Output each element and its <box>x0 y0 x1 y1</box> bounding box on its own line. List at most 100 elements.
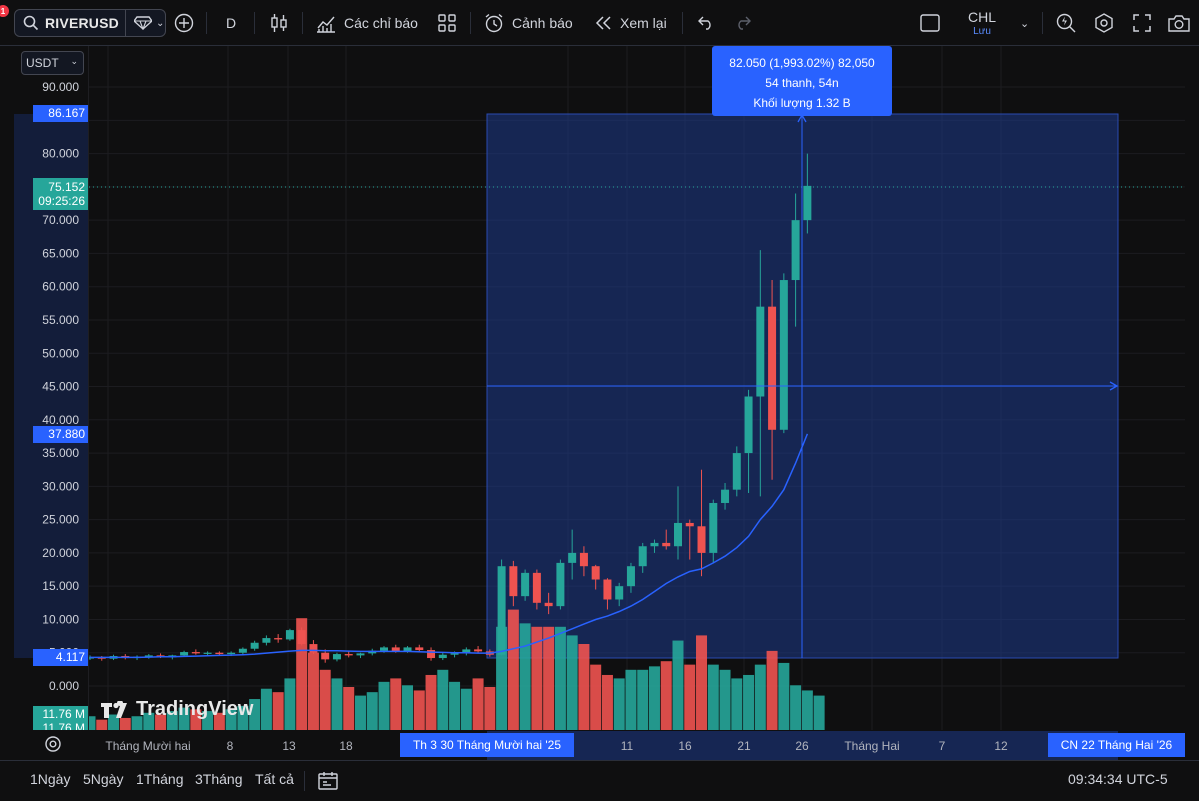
range-3m-button[interactable]: 3Tháng <box>195 771 243 787</box>
templates-button[interactable] <box>438 0 456 46</box>
candle-body <box>262 638 271 643</box>
time-range-start-label: Th 3 30 Tháng Mười hai '25 <box>400 733 574 757</box>
volume-bar <box>84 716 96 730</box>
currency-selector[interactable]: USDT ⌄ <box>21 51 84 75</box>
moving-average-line <box>90 433 809 659</box>
undo-button[interactable] <box>697 0 715 46</box>
candle-body <box>768 306 777 430</box>
time-tick-label: 8 <box>227 739 234 753</box>
candle-body <box>591 566 600 580</box>
volume-bar <box>143 712 155 730</box>
volume-bar <box>531 626 543 730</box>
gem-icon[interactable] <box>133 16 152 30</box>
candle-body <box>556 562 565 607</box>
candle-body <box>332 654 341 660</box>
replay-button[interactable]: Xem lại <box>594 0 667 46</box>
volume-bar <box>554 626 566 730</box>
range-5d-button[interactable]: 5Ngày <box>83 771 124 787</box>
range-1m-button[interactable]: 1Tháng <box>136 771 184 787</box>
replay-label: Xem lại <box>620 15 667 31</box>
chart-canvas[interactable]: 90.00080.00070.00065.00060.00055.00050.0… <box>14 46 1199 760</box>
quick-search-button[interactable] <box>1056 0 1076 46</box>
gear-icon <box>1095 13 1113 33</box>
candle-body <box>638 546 647 567</box>
grid-icon <box>438 14 456 32</box>
fullscreen-button[interactable] <box>1133 0 1151 46</box>
indicators-button[interactable]: Các chỉ báo <box>316 0 418 46</box>
plus-circle-icon <box>174 13 194 33</box>
settings-button[interactable] <box>1094 0 1114 46</box>
candle-body <box>685 522 694 527</box>
layout-toggle-button[interactable] <box>920 0 940 46</box>
price-tick-label: 80.000 <box>42 147 79 161</box>
interval-button[interactable]: D <box>226 15 237 31</box>
cursor-price-label: 37.880 <box>33 426 88 443</box>
time-tick-label: 13 <box>282 739 296 753</box>
tradingview-wordmark: TradingView <box>136 698 254 720</box>
target-icon <box>45 736 61 752</box>
volume-bar <box>425 674 437 730</box>
candle-body <box>509 566 518 597</box>
go-to-date-button[interactable] <box>318 771 338 796</box>
volume-bar <box>684 664 696 730</box>
volume-bar <box>366 692 378 730</box>
volume-bar <box>354 695 366 730</box>
chart-area[interactable]: 90.000 80.000 70.000 65.000 60.000 55.000 50.0… <box>0 46 1199 760</box>
volume-bar <box>213 712 225 730</box>
volume-bar <box>378 681 390 730</box>
redo-button[interactable] <box>734 0 752 46</box>
chart-settings-button[interactable] <box>44 735 62 753</box>
volume-bar <box>590 664 602 730</box>
volume-bar <box>778 662 790 730</box>
tradingview-logo-icon <box>101 700 127 718</box>
symbol-search[interactable]: RIVERUSD ⌄ <box>14 9 166 37</box>
candle-body <box>427 650 436 659</box>
candle-body <box>321 652 330 660</box>
candle-body <box>791 220 800 281</box>
volume-bar <box>260 688 272 730</box>
rewind-icon <box>595 16 611 30</box>
volume-bar <box>272 692 284 730</box>
candle-body <box>391 647 400 652</box>
timezone-clock[interactable]: 09:34:34 UTC-5 <box>1068 771 1168 787</box>
volume-bar <box>660 661 672 730</box>
calendar-icon <box>318 772 338 790</box>
range-top-price-label: 86.167 <box>33 105 88 122</box>
volume-bar <box>449 681 461 730</box>
volume-value-secondary: 11.76 M <box>42 721 85 730</box>
candles-icon <box>271 14 287 32</box>
volume-bar <box>566 635 578 730</box>
layout-chevron-down-icon[interactable]: ⌄ <box>1020 17 1030 30</box>
time-tick-label: 11 <box>621 739 634 753</box>
screenshot-button[interactable] <box>1168 0 1190 46</box>
volume-bar <box>813 695 825 730</box>
price-tick-label: 40.000 <box>42 413 79 427</box>
measure-change: 82.050 (1,993.02%) 82,050 <box>729 56 875 70</box>
price-tick-label: 15.000 <box>42 579 79 593</box>
indicators-icon <box>317 16 335 33</box>
right-edge <box>1185 46 1199 760</box>
chevron-down-icon[interactable]: ⌄ <box>155 17 165 29</box>
volume-bar <box>437 669 449 730</box>
layout-name-button[interactable]: CHL Lưu <box>962 9 1002 37</box>
candle-body <box>521 572 530 597</box>
volume-bar <box>307 652 319 730</box>
range-all-button[interactable]: Tất cả <box>255 771 294 787</box>
volume-bar <box>484 687 496 730</box>
alerts-button[interactable]: Cảnh báo <box>484 0 573 46</box>
price-tick-label: 50.000 <box>42 346 79 360</box>
time-tick-label: Tháng Mười hai <box>105 739 190 753</box>
candle-body <box>474 649 483 652</box>
notification-badge[interactable]: 1 <box>0 5 9 17</box>
volume-bar <box>613 678 625 730</box>
volume-bar <box>190 709 202 730</box>
price-axis-separator <box>88 46 89 730</box>
candle-body <box>203 652 212 654</box>
range-1d-button[interactable]: 1Ngày <box>30 771 71 787</box>
time-tick-label: 18 <box>339 739 353 753</box>
price-tick-label: 0.000 <box>49 679 79 693</box>
time-tick-label: 12 <box>994 739 1008 753</box>
add-symbol-button[interactable] <box>174 0 194 46</box>
volume-bar <box>166 711 178 730</box>
chart-type-button[interactable] <box>270 0 288 46</box>
